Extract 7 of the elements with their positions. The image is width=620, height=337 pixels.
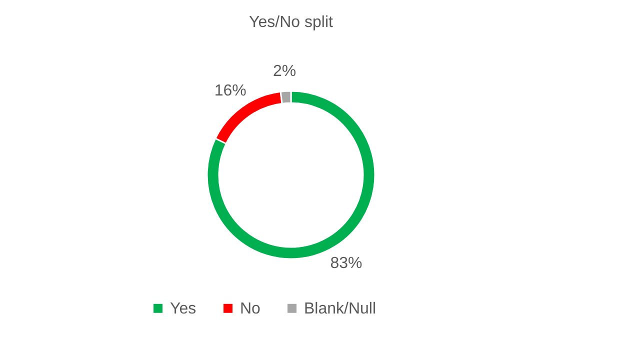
data-label: 2% <box>272 63 296 80</box>
legend-label: No <box>240 300 261 318</box>
chart-title: Yes/No split <box>249 14 334 31</box>
legend-label: Yes <box>170 300 196 318</box>
legend-label: Blank/Null <box>304 300 376 318</box>
data-label: 83% <box>330 255 362 272</box>
data-label: 16% <box>214 82 246 100</box>
